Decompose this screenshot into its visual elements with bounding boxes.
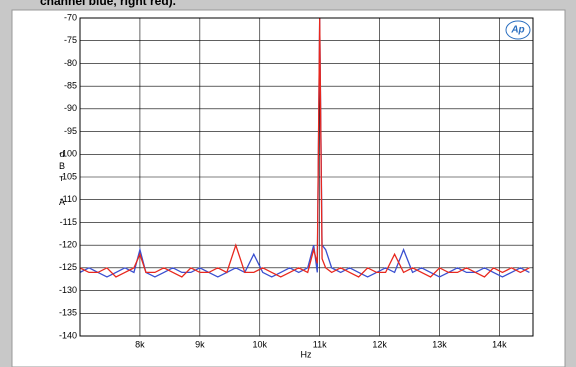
y-tick-label: -70 <box>64 12 77 22</box>
grid <box>80 17 533 337</box>
logo-ring <box>505 20 531 40</box>
y-tick-label: -90 <box>64 103 77 113</box>
caption: channel blue, right red). <box>40 0 176 8</box>
series-line <box>80 18 530 278</box>
x-tick-label: 9k <box>195 339 205 349</box>
y-tick-label: -80 <box>64 58 77 68</box>
y-tick-label: -120 <box>59 240 77 250</box>
y-tick-label: -75 <box>64 35 77 45</box>
x-tick-label: 10k <box>253 339 268 349</box>
logo: Ap <box>510 25 524 36</box>
y-tick-label: -140 <box>59 330 77 340</box>
y-tick-label: -105 <box>59 171 77 181</box>
x-tick-label: 12k <box>372 339 387 349</box>
y-tick-label: -95 <box>64 126 77 136</box>
y-tick-label: -135 <box>59 308 77 318</box>
y-tick-label: -125 <box>59 262 77 272</box>
x-tick-label: 11k <box>313 339 327 349</box>
x-tick-label: 8k <box>135 339 145 349</box>
y-tick-label: -110 <box>60 194 77 204</box>
y-tick-label: -115 <box>60 217 77 227</box>
x-axis-label: Hz <box>301 349 312 359</box>
y-tick-label: -130 <box>59 285 77 295</box>
plot-lines <box>80 18 530 278</box>
panel <box>11 9 566 367</box>
y-tick-label: -100 <box>59 149 77 159</box>
plot-frame <box>79 17 534 337</box>
x-tick-label: 14k <box>492 339 507 349</box>
y-tick-label: -85 <box>64 81 77 91</box>
x-tick-label: 13k <box>432 339 447 349</box>
